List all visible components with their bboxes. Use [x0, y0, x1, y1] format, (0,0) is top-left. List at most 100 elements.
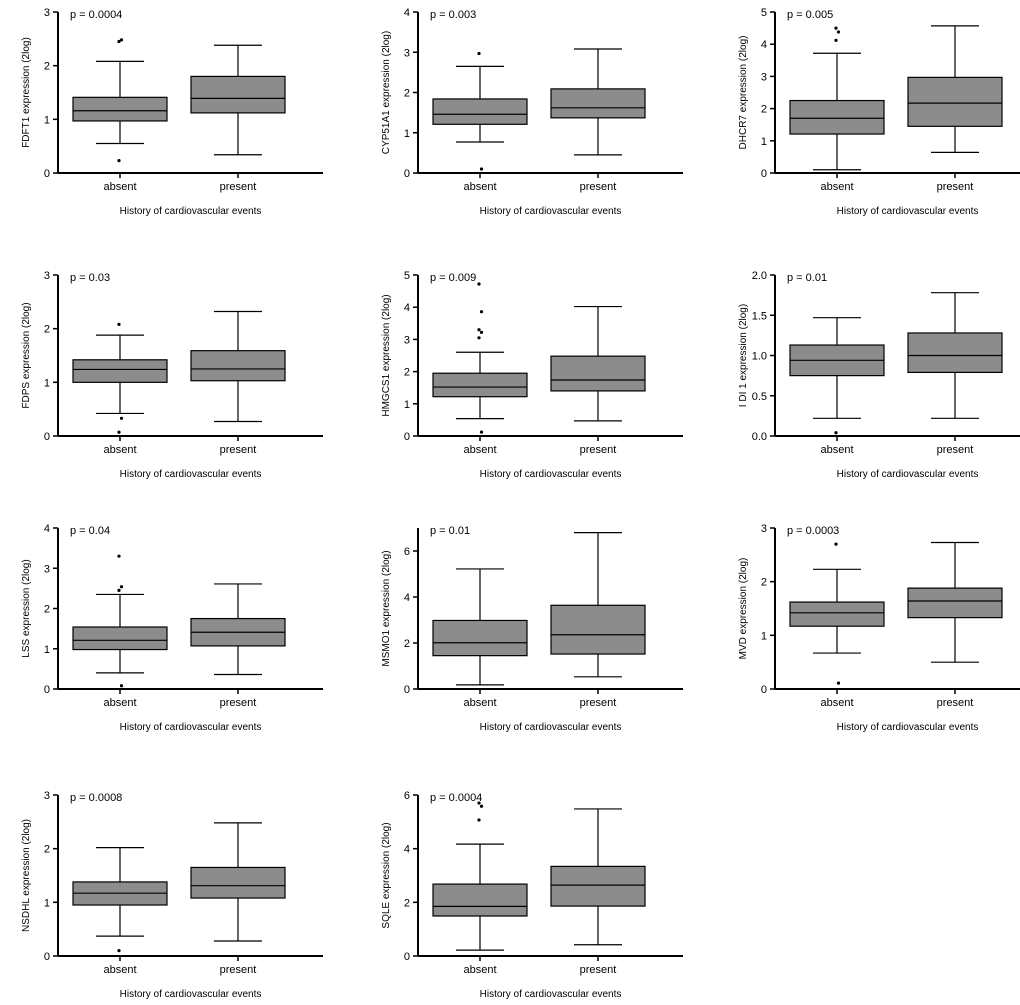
x-tick-label-present: present: [937, 697, 974, 709]
panel-i: 0.0 0.5 1.0 1.5 2.0 absent present History of c…: [738, 270, 1020, 480]
p-value-annotation: p = 0.04: [70, 525, 110, 537]
y-axis-label: I DI 1 expression (2log): [738, 304, 749, 407]
x-tick-label-present: present: [580, 444, 617, 456]
p-value-annotation: p = 0.005: [787, 9, 833, 21]
y-tick-label: 5: [761, 7, 767, 19]
y-axis-label: FDPS expression (2log): [21, 302, 32, 408]
x-tick-label-absent: absent: [103, 444, 136, 456]
y-tick-label: 4: [761, 39, 767, 51]
outlier-point: [836, 30, 841, 34]
box-absent: [72, 846, 168, 953]
box-present: [550, 305, 646, 422]
panel-dhcr7: 0 1 2 3 4 5 absent present History of cardiovasc…: [738, 7, 1020, 217]
iqr-box: [432, 619, 528, 657]
outlier-point: [834, 26, 838, 30]
y-tick-label: 3: [761, 523, 767, 535]
iqr-box: [907, 76, 1003, 127]
outlier-point: [117, 159, 121, 163]
p-value-annotation: p = 0.0008: [70, 792, 122, 804]
iqr-box: [907, 332, 1003, 374]
x-axis-label: History of cardiovascular events: [480, 722, 622, 733]
y-tick-label: 2: [44, 61, 50, 73]
iqr-box: [190, 75, 286, 114]
x-tick-label-absent: absent: [103, 964, 136, 976]
x-axis-label: History of cardiovascular events: [480, 469, 622, 480]
outlier-point: [477, 282, 481, 286]
y-tick-label: 2: [44, 844, 50, 856]
y-tick-label: 3: [44, 563, 50, 575]
outlier-point: [477, 336, 481, 340]
x-axis-label: History of cardiovascular events: [837, 206, 979, 217]
panel-hmgcs1: 0 1 2 3 4 5 absent present History of cardiovasc…: [381, 270, 683, 480]
iqr-box: [550, 88, 646, 119]
x-axis-label: History of cardiovascular events: [120, 989, 262, 1000]
box-present: [907, 25, 1003, 153]
box-present: [190, 822, 286, 942]
y-tick-label: 6: [404, 790, 410, 802]
outlier-point: [479, 310, 484, 314]
x-tick-label-absent: absent: [103, 181, 136, 193]
panel-nsdhl: 0 1 2 3 absent present History of cardiovascul…: [21, 790, 323, 1000]
y-tick-label: 2: [404, 897, 410, 909]
x-tick-label-absent: absent: [463, 181, 496, 193]
x-axis-label: History of cardiovascular events: [120, 469, 262, 480]
x-tick-label-present: present: [937, 181, 974, 193]
y-tick-label: 0: [44, 684, 50, 696]
y-tick-label: 1.0: [752, 351, 767, 363]
panel-fdft1: 0 1 2 3 absent present History of cardiovascul…: [21, 7, 323, 217]
y-tick-label: 2: [404, 638, 410, 650]
y-tick-label: 2: [761, 577, 767, 589]
outlier-point: [117, 39, 121, 44]
y-tick-label: 4: [404, 844, 410, 856]
outlier-point: [477, 328, 481, 332]
outlier-point: [479, 330, 484, 334]
panel-lss: 0 1 2 3 4 absent present History of cardiovascu…: [21, 523, 323, 733]
y-tick-label: 0: [404, 684, 410, 696]
y-tick-label: 2: [44, 604, 50, 616]
y-tick-label: 2: [761, 104, 767, 116]
y-axis-label: HMGCS1 expression (2log): [381, 294, 392, 416]
y-tick-label: 1: [44, 114, 50, 126]
outlier-point: [117, 949, 121, 953]
box-present: [907, 541, 1003, 663]
iqr-box: [190, 866, 286, 899]
p-value-annotation: p = 0.0003: [787, 525, 839, 537]
y-tick-label: 2.0: [752, 270, 767, 282]
box-absent: [432, 51, 528, 171]
y-tick-label: 4: [404, 7, 410, 19]
box-absent: [72, 38, 168, 163]
y-axis-label: NSDHL expression (2log): [21, 819, 32, 932]
box-absent: [789, 317, 885, 435]
p-value-annotation: p = 0.009: [430, 272, 476, 284]
outlier-point: [117, 430, 121, 434]
y-tick-label: 0: [44, 951, 50, 963]
iqr-box: [550, 355, 646, 392]
x-axis-label: History of cardiovascular events: [480, 989, 622, 1000]
iqr-box: [190, 350, 286, 382]
y-tick-label: 2: [44, 324, 50, 336]
box-absent: [72, 554, 168, 688]
y-tick-label: 3: [44, 270, 50, 282]
x-tick-label-present: present: [580, 181, 617, 193]
p-value-annotation: p = 0.03: [70, 272, 110, 284]
x-tick-label-present: present: [937, 444, 974, 456]
y-tick-label: 3: [44, 7, 50, 19]
x-tick-label-absent: absent: [820, 444, 853, 456]
box-absent: [72, 322, 168, 434]
y-tick-label: 1.5: [752, 310, 767, 322]
iqr-box: [432, 883, 528, 917]
y-tick-label: 0: [761, 168, 767, 180]
y-tick-label: 1: [404, 399, 410, 411]
p-value-annotation: p = 0.0004: [430, 792, 482, 804]
y-tick-label: 3: [44, 790, 50, 802]
x-tick-label-present: present: [580, 697, 617, 709]
box-present: [550, 808, 646, 946]
outlier-point: [834, 431, 838, 435]
outlier-point: [117, 554, 121, 558]
y-tick-label: 1: [44, 897, 50, 909]
iqr-box: [432, 372, 528, 398]
y-axis-label: DHCR7 expression (2log): [738, 36, 749, 150]
x-axis-label: History of cardiovascular events: [120, 722, 262, 733]
iqr-box: [72, 626, 168, 651]
panel-msmo1: 0 2 4 6 absent present History of cardiovascul…: [381, 525, 683, 733]
